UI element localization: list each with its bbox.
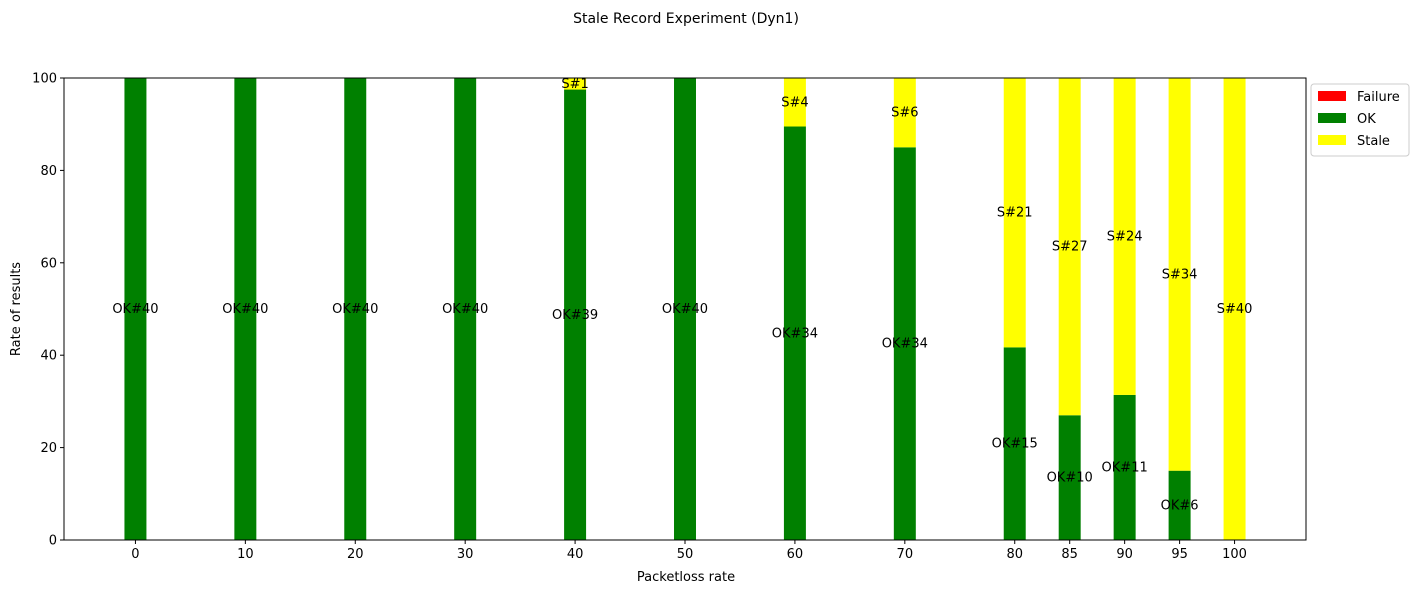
bar-label-stale-90: S#24 — [1107, 229, 1143, 244]
y-axis-label: Rate of results — [9, 262, 24, 356]
bar-ok-30 — [454, 78, 477, 540]
x-tick-label: 80 — [1006, 547, 1023, 562]
x-tick-label: 0 — [131, 547, 139, 562]
x-axis: 0 10 20 30 40 50 60 70 80 85 90 95 100 — [131, 540, 1247, 562]
legend-label-failure: Failure — [1357, 90, 1400, 105]
bar-label-ok-10: OK#40 — [222, 302, 268, 317]
x-tick-label: 100 — [1222, 547, 1247, 562]
bar-label-stale-60: S#4 — [781, 95, 808, 110]
x-tick-label: 60 — [787, 547, 804, 562]
bar-ok-60 — [783, 126, 806, 540]
bar-ok-95 — [1168, 470, 1191, 540]
bar-label-ok-50: OK#40 — [662, 302, 708, 317]
bar-ok-90 — [1113, 394, 1136, 540]
x-tick-label: 20 — [347, 547, 364, 562]
bar-stale-70 — [893, 78, 916, 148]
bar-stale-85 — [1058, 78, 1081, 416]
bar-ok-10 — [234, 78, 257, 540]
bar-label-ok-40: OK#39 — [552, 308, 598, 323]
bar-label-ok-90: OK#11 — [1102, 460, 1148, 475]
bar-ok-50 — [674, 78, 696, 540]
y-tick-label: 20 — [40, 441, 57, 456]
y-tick-label: 60 — [40, 256, 57, 271]
legend-swatch-failure — [1318, 91, 1346, 101]
legend: Failure OK Stale — [1310, 83, 1410, 157]
bar-label-stale-85: S#27 — [1052, 240, 1088, 255]
bar-ok-70 — [893, 147, 916, 541]
y-tick-label: 0 — [49, 534, 57, 549]
bar-label-ok-30: OK#40 — [442, 302, 488, 317]
bar-ok-20 — [344, 78, 367, 540]
bar-label-ok-70: OK#34 — [882, 337, 928, 352]
bar-stale-40 — [564, 78, 587, 90]
x-tick-label: 30 — [457, 547, 474, 562]
bar-label-ok-0: OK#40 — [112, 302, 158, 317]
bar-ok-40 — [564, 89, 587, 541]
x-tick-label: 90 — [1116, 547, 1133, 562]
bars-layer — [124, 78, 1246, 541]
bar-stale-100 — [1223, 78, 1246, 540]
legend-swatch-ok — [1318, 113, 1346, 123]
bar-ok-0 — [124, 78, 147, 540]
bar-label-ok-95: OK#6 — [1161, 498, 1199, 513]
bar-stale-80 — [1003, 78, 1026, 348]
bar-label-stale-100: S#40 — [1217, 302, 1253, 317]
bar-label-ok-80: OK#15 — [992, 437, 1038, 452]
x-tick-label: 95 — [1171, 547, 1188, 562]
x-tick-label: 10 — [237, 547, 254, 562]
x-tick-label: 40 — [567, 547, 584, 562]
x-tick-label: 50 — [677, 547, 694, 562]
y-tick-label: 100 — [32, 72, 57, 87]
chart-title: Stale Record Experiment (Dyn1) — [573, 11, 799, 27]
bar-stale-60 — [783, 78, 806, 127]
bar-ok-80 — [1003, 347, 1026, 540]
x-axis-label: Packetloss rate — [637, 570, 735, 585]
legend-label-ok: OK — [1357, 112, 1376, 127]
bar-stale-90 — [1113, 78, 1136, 395]
bar-stale-95 — [1168, 78, 1191, 471]
bar-label-stale-80: S#21 — [997, 206, 1033, 221]
bar-label-stale-95: S#34 — [1162, 267, 1198, 282]
x-tick-label: 70 — [897, 547, 914, 562]
bar-ok-85 — [1058, 415, 1081, 540]
legend-label-stale: Stale — [1357, 134, 1390, 149]
legend-swatch-stale — [1318, 135, 1346, 145]
y-tick-label: 40 — [40, 349, 57, 364]
bar-label-ok-20: OK#40 — [332, 302, 378, 317]
bar-label-stale-40: S#1 — [561, 77, 588, 92]
y-tick-label: 80 — [40, 164, 57, 179]
bar-label-ok-60: OK#34 — [772, 326, 818, 341]
y-axis: 0 20 40 60 80 100 — [32, 72, 64, 549]
bar-label-stale-70: S#6 — [891, 106, 918, 121]
bar-label-ok-85: OK#10 — [1047, 471, 1093, 486]
bar-labels-layer: OK#40 OK#40 OK#40 OK#40 OK#39 S#1 OK#40 OK#34 S#… — [112, 77, 1252, 514]
x-tick-label: 85 — [1061, 547, 1078, 562]
